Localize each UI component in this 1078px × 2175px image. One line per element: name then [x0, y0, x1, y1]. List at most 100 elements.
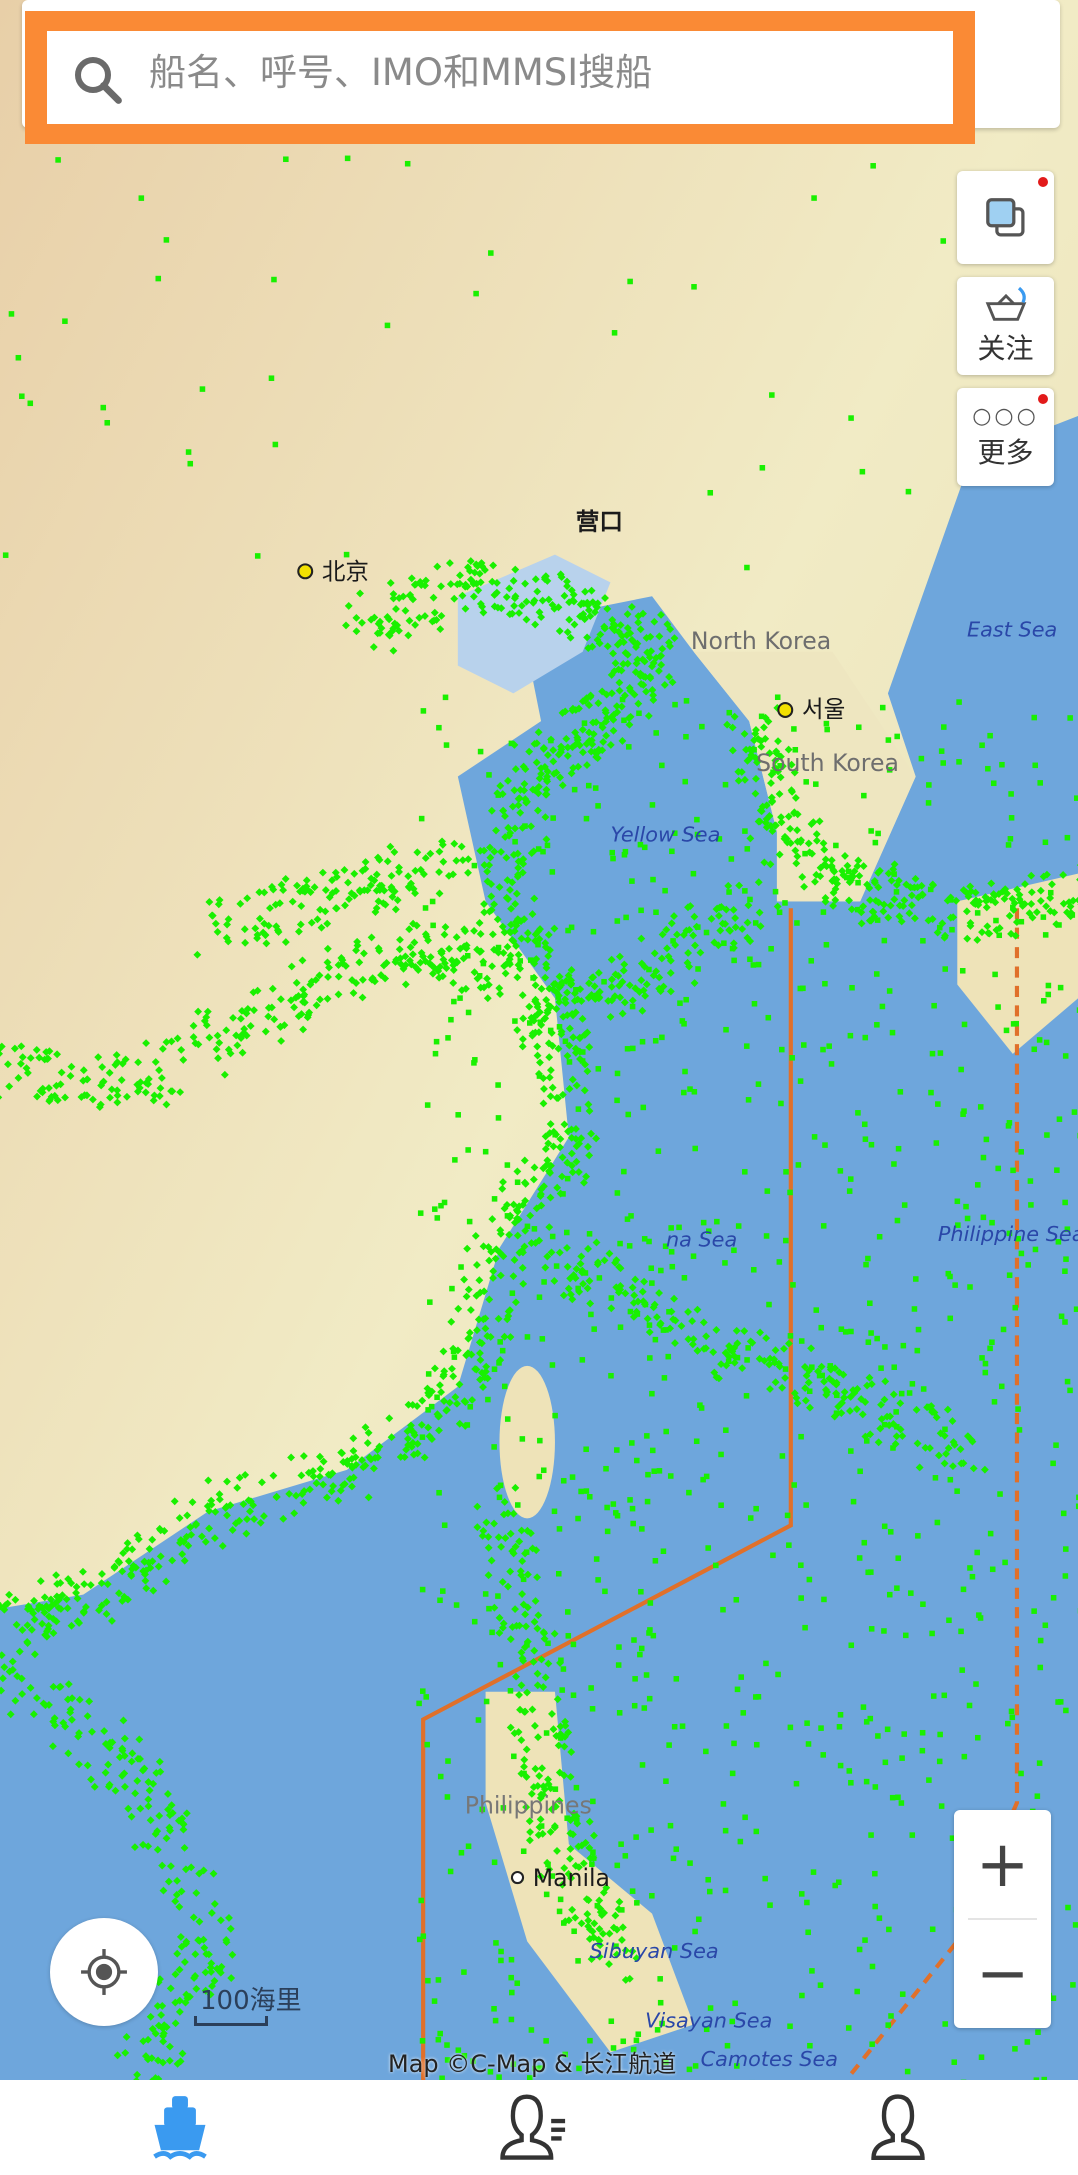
ship-marker[interactable]	[860, 1704, 867, 1710]
ship-marker[interactable]	[508, 878, 517, 887]
ship-marker[interactable]	[602, 731, 611, 740]
ship-marker[interactable]	[879, 1003, 886, 1010]
ship-marker[interactable]	[747, 1515, 754, 1521]
ship-marker[interactable]	[691, 284, 697, 290]
ship-marker[interactable]	[269, 1471, 278, 1480]
ship-marker[interactable]	[1042, 1622, 1049, 1629]
ship-marker[interactable]	[946, 1617, 952, 1624]
ship-marker[interactable]	[446, 580, 455, 588]
ship-marker[interactable]	[661, 1375, 668, 1381]
ship-marker[interactable]	[854, 906, 861, 913]
ship-marker[interactable]	[1057, 984, 1064, 991]
ship-marker[interactable]	[888, 2013, 894, 2019]
ship-marker[interactable]	[811, 195, 817, 201]
ship-marker[interactable]	[222, 934, 231, 942]
ship-marker[interactable]	[753, 1505, 759, 1512]
ship-marker[interactable]	[522, 798, 531, 807]
ship-marker[interactable]	[506, 1333, 515, 1341]
ship-marker[interactable]	[372, 870, 381, 879]
ship-marker[interactable]	[118, 1597, 127, 1605]
ship-marker[interactable]	[513, 849, 522, 858]
ship-marker[interactable]	[8, 311, 15, 317]
ship-marker[interactable]	[614, 627, 623, 636]
ship-marker[interactable]	[253, 986, 262, 995]
ship-marker[interactable]	[978, 2054, 985, 2061]
ship-marker[interactable]	[149, 1586, 158, 1595]
ship-marker[interactable]	[974, 1182, 981, 1188]
ship-marker[interactable]	[530, 975, 536, 981]
ship-marker[interactable]	[813, 781, 819, 787]
ship-marker[interactable]	[183, 1511, 192, 1520]
ship-marker[interactable]	[529, 847, 538, 856]
ship-marker[interactable]	[745, 1097, 752, 1103]
ship-marker[interactable]	[881, 1628, 887, 1634]
ship-marker[interactable]	[857, 1468, 863, 1475]
ship-marker[interactable]	[538, 1823, 545, 1829]
ship-marker[interactable]	[430, 616, 438, 625]
ship-marker[interactable]	[763, 1233, 770, 1239]
ship-marker[interactable]	[1015, 1406, 1021, 1412]
ship-marker[interactable]	[541, 813, 550, 822]
ship-marker[interactable]	[545, 1640, 551, 1647]
ship-marker[interactable]	[834, 1392, 840, 1399]
ship-marker[interactable]	[766, 860, 775, 869]
ship-marker[interactable]	[53, 1580, 62, 1588]
ship-marker[interactable]	[389, 594, 398, 603]
ship-marker[interactable]	[791, 793, 800, 802]
ship-marker[interactable]	[847, 1176, 854, 1182]
ship-marker[interactable]	[666, 1742, 672, 1748]
ship-marker[interactable]	[510, 601, 519, 610]
ship-marker[interactable]	[752, 920, 759, 926]
ship-marker[interactable]	[693, 1438, 700, 1445]
ship-marker[interactable]	[272, 441, 279, 448]
ship-marker[interactable]	[919, 1747, 926, 1754]
ship-marker[interactable]	[499, 1347, 506, 1354]
ship-marker[interactable]	[1010, 1167, 1016, 1174]
ship-marker[interactable]	[485, 1256, 494, 1265]
ship-marker[interactable]	[490, 847, 499, 856]
ship-marker[interactable]	[549, 1142, 558, 1151]
ship-marker[interactable]	[627, 602, 636, 611]
ship-marker[interactable]	[690, 870, 697, 877]
ship-marker[interactable]	[654, 667, 663, 675]
ship-marker[interactable]	[1012, 1304, 1019, 1311]
ship-marker[interactable]	[435, 1977, 442, 1983]
ship-marker[interactable]	[1010, 1021, 1017, 1027]
ship-marker[interactable]	[775, 1671, 781, 1678]
ship-marker[interactable]	[593, 1556, 600, 1562]
ship-marker[interactable]	[548, 1083, 557, 1092]
ship-marker[interactable]	[649, 696, 658, 704]
ship-marker[interactable]	[481, 566, 489, 574]
ship-marker[interactable]	[845, 868, 852, 875]
ship-marker[interactable]	[215, 1495, 224, 1504]
ship-marker[interactable]	[450, 1348, 457, 1355]
ship-marker[interactable]	[547, 1027, 554, 1034]
ship-marker[interactable]	[747, 956, 753, 963]
ship-marker[interactable]	[461, 1969, 467, 1975]
ship-marker[interactable]	[762, 1875, 768, 1882]
ship-marker[interactable]	[742, 1169, 748, 1175]
ship-marker[interactable]	[626, 712, 635, 721]
ship-marker[interactable]	[148, 1535, 157, 1544]
ship-marker[interactable]	[556, 1024, 563, 1030]
ship-marker[interactable]	[648, 686, 657, 694]
ship-marker[interactable]	[667, 1473, 674, 1479]
ship-marker[interactable]	[882, 1759, 889, 1766]
ship-marker[interactable]	[511, 565, 520, 574]
ship-marker[interactable]	[595, 639, 604, 648]
ship-marker[interactable]	[502, 593, 511, 601]
ship-marker[interactable]	[594, 1902, 601, 1909]
ship-marker[interactable]	[486, 772, 492, 778]
ship-marker[interactable]	[754, 734, 763, 743]
ship-marker[interactable]	[570, 1641, 577, 1648]
ship-marker[interactable]	[543, 767, 552, 776]
ship-marker[interactable]	[608, 1295, 615, 1301]
ship-marker[interactable]	[640, 1104, 647, 1111]
locate-button[interactable]	[50, 1918, 158, 2026]
ship-marker[interactable]	[464, 952, 471, 959]
ship-marker[interactable]	[980, 1214, 987, 1221]
ship-marker[interactable]	[816, 872, 825, 881]
ship-marker[interactable]	[915, 1326, 922, 1333]
ship-marker[interactable]	[53, 1592, 61, 1601]
ship-marker[interactable]	[872, 1784, 879, 1790]
